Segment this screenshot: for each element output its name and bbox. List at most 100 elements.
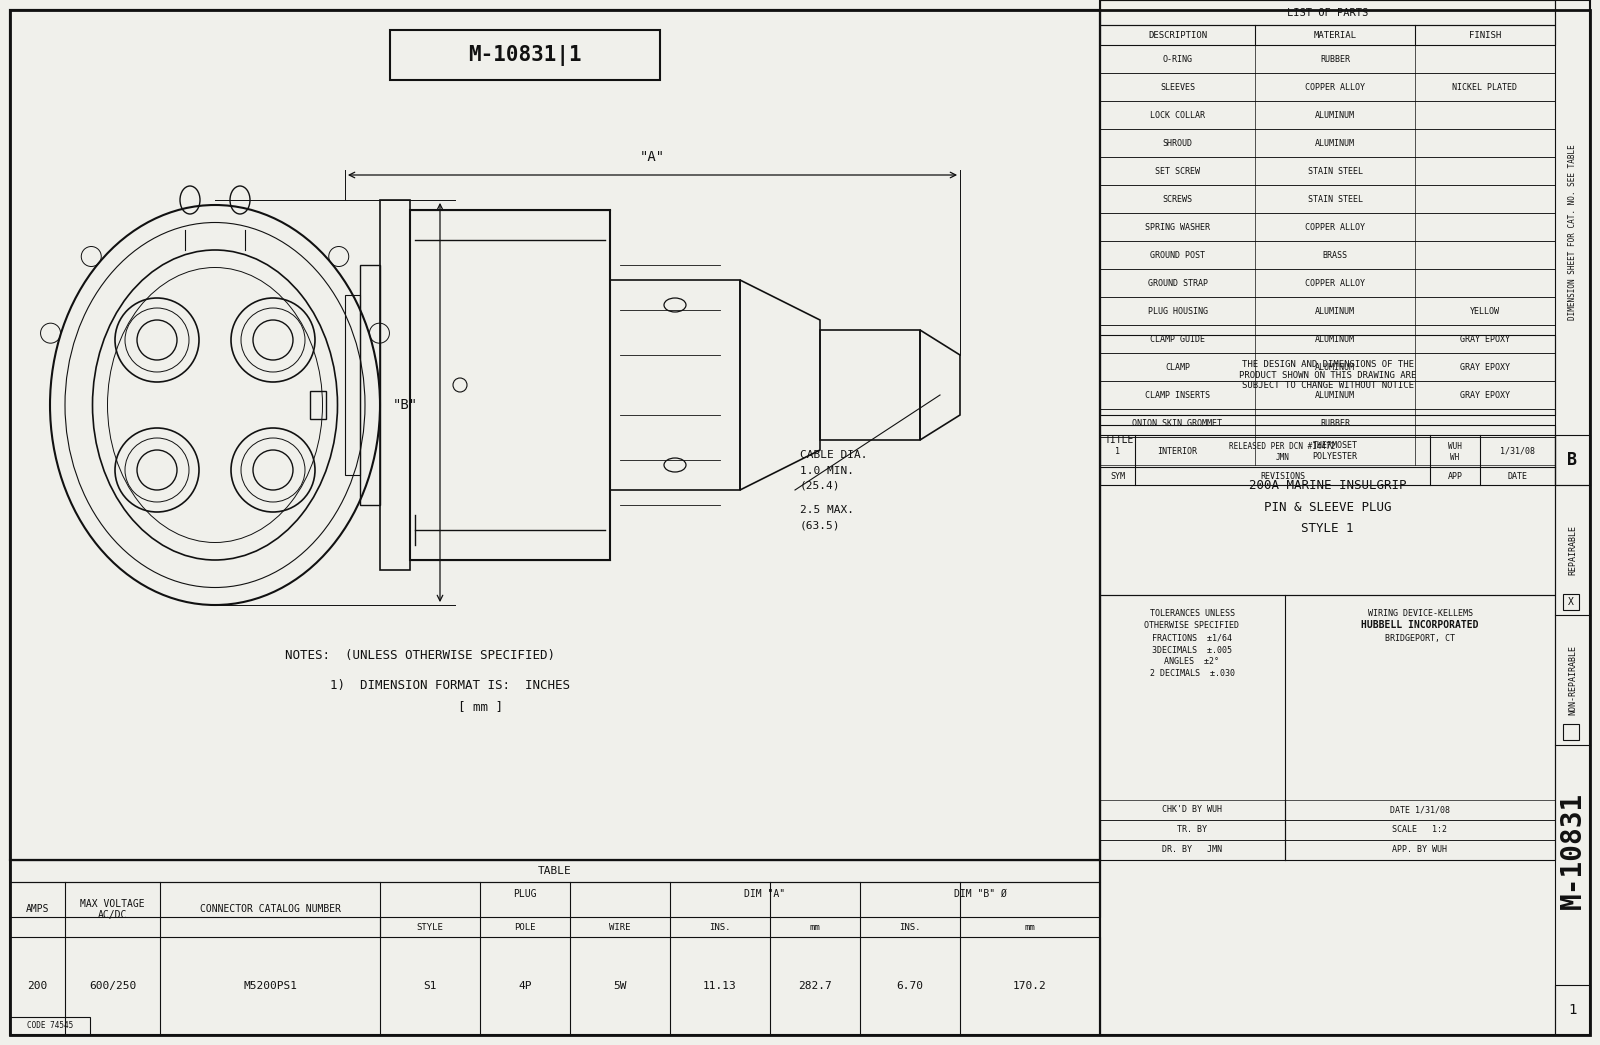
- Text: STYLE: STYLE: [416, 923, 443, 931]
- Text: ALUMINUM: ALUMINUM: [1315, 334, 1355, 344]
- Text: SET SCREW: SET SCREW: [1155, 166, 1200, 176]
- Text: GROUND POST: GROUND POST: [1150, 251, 1205, 259]
- Bar: [1101, 185, 1555, 213]
- Text: CLAMP GUIDE: CLAMP GUIDE: [1150, 334, 1205, 344]
- Bar: [10, 918, 1101, 937]
- Text: REPAIRABLE: REPAIRABLE: [1568, 525, 1578, 575]
- Bar: [10, 10, 1101, 860]
- Text: REVISIONS: REVISIONS: [1261, 471, 1306, 481]
- Text: 600/250: 600/250: [90, 981, 136, 991]
- Bar: [1101, 0, 1555, 25]
- Bar: [1101, 409, 1555, 437]
- Bar: [381, 882, 670, 918]
- Bar: [66, 882, 160, 937]
- Bar: [346, 295, 360, 475]
- Bar: [160, 882, 381, 937]
- Text: 2 DECIMALS  ±.030: 2 DECIMALS ±.030: [1149, 670, 1235, 678]
- Bar: [1101, 800, 1555, 820]
- Bar: [670, 882, 861, 918]
- Text: SCALE   1:2: SCALE 1:2: [1392, 826, 1448, 835]
- Text: COPPER ALLOY: COPPER ALLOY: [1306, 83, 1365, 92]
- Text: OTHERWISE SPECIFIED: OTHERWISE SPECIFIED: [1144, 621, 1240, 629]
- Text: AMPS: AMPS: [26, 905, 50, 914]
- Text: 1/31/08: 1/31/08: [1501, 446, 1534, 456]
- Text: 1.0 MIN.: 1.0 MIN.: [800, 466, 854, 477]
- Text: YELLOW: YELLOW: [1470, 306, 1501, 316]
- Text: ONION SKIN GROMMET: ONION SKIN GROMMET: [1133, 418, 1222, 427]
- Text: ALUMINUM: ALUMINUM: [1315, 111, 1355, 119]
- Text: M5200PS1: M5200PS1: [243, 981, 298, 991]
- Bar: [10, 860, 1101, 1035]
- Bar: [1101, 269, 1555, 297]
- Text: GRAY EPOXY: GRAY EPOXY: [1459, 334, 1510, 344]
- Text: CONNECTOR CATALOG NUMBER: CONNECTOR CATALOG NUMBER: [200, 905, 341, 914]
- Text: 200: 200: [27, 981, 48, 991]
- Text: TITLE: TITLE: [1106, 435, 1134, 445]
- Bar: [1101, 437, 1555, 465]
- Text: 170.2: 170.2: [1013, 981, 1046, 991]
- Text: NICKEL PLATED: NICKEL PLATED: [1453, 83, 1517, 92]
- Text: THERMOSET
POLYESTER: THERMOSET POLYESTER: [1312, 441, 1357, 461]
- Text: RUBBER: RUBBER: [1320, 418, 1350, 427]
- Text: SCREWS: SCREWS: [1163, 194, 1192, 204]
- Text: RELEASED PER DCN #14472: RELEASED PER DCN #14472: [1229, 442, 1336, 450]
- Bar: [1563, 724, 1579, 740]
- Text: PIN & SLEEVE PLUG: PIN & SLEEVE PLUG: [1264, 501, 1392, 513]
- Bar: [10, 882, 66, 937]
- Text: LIST OF PARTS: LIST OF PARTS: [1286, 7, 1368, 18]
- Bar: [1101, 213, 1555, 241]
- Bar: [1563, 594, 1579, 610]
- Text: PLUG: PLUG: [514, 889, 536, 900]
- Text: MAX VOLTAGE
AC/DC: MAX VOLTAGE AC/DC: [80, 899, 146, 921]
- Bar: [10, 882, 1101, 918]
- Bar: [1101, 335, 1555, 415]
- Bar: [1101, 25, 1555, 45]
- Text: CHK'D BY WUH: CHK'D BY WUH: [1162, 806, 1222, 814]
- Text: GRAY EPOXY: GRAY EPOXY: [1459, 391, 1510, 399]
- Text: ALUMINUM: ALUMINUM: [1315, 391, 1355, 399]
- Text: FINISH: FINISH: [1469, 30, 1501, 40]
- Text: STAIN STEEL: STAIN STEEL: [1307, 194, 1363, 204]
- Bar: [1101, 241, 1555, 269]
- Text: DESCRIPTION: DESCRIPTION: [1147, 30, 1206, 40]
- Bar: [1101, 840, 1555, 860]
- Bar: [1101, 353, 1555, 381]
- Text: TR. BY: TR. BY: [1178, 826, 1206, 835]
- Bar: [1101, 73, 1555, 101]
- Bar: [10, 860, 1101, 882]
- Text: "A": "A": [640, 150, 666, 164]
- Text: M-10831|1: M-10831|1: [469, 45, 582, 66]
- Text: 2.5 MAX.: 2.5 MAX.: [800, 505, 854, 515]
- Text: WIRE: WIRE: [610, 923, 630, 931]
- Text: GROUND STRAP: GROUND STRAP: [1147, 279, 1208, 287]
- Text: TOLERANCES UNLESS: TOLERANCES UNLESS: [1149, 608, 1235, 618]
- Text: ALUMINUM: ALUMINUM: [1315, 139, 1355, 147]
- Text: APP. BY WUH: APP. BY WUH: [1392, 845, 1448, 855]
- Text: COPPER ALLOY: COPPER ALLOY: [1306, 223, 1365, 232]
- Text: THE DESIGN AND DIMENSIONS OF THE
PRODUCT SHOWN ON THIS DRAWING ARE
SUBJECT TO CH: THE DESIGN AND DIMENSIONS OF THE PRODUCT…: [1238, 361, 1416, 390]
- Bar: [381, 200, 410, 570]
- Text: MATERIAL: MATERIAL: [1314, 30, 1357, 40]
- Bar: [360, 265, 381, 505]
- Text: B: B: [1568, 451, 1578, 469]
- Text: CLAMP INSERTS: CLAMP INSERTS: [1146, 391, 1210, 399]
- Text: DIM "B" Ø: DIM "B" Ø: [954, 889, 1006, 900]
- Text: WIRING DEVICE-KELLEMS: WIRING DEVICE-KELLEMS: [1368, 608, 1472, 618]
- Bar: [861, 882, 1101, 918]
- Bar: [1101, 129, 1555, 157]
- Text: STAIN STEEL: STAIN STEEL: [1307, 166, 1363, 176]
- Text: RUBBER: RUBBER: [1320, 54, 1350, 64]
- Text: JMN: JMN: [1275, 452, 1290, 462]
- Bar: [1101, 325, 1555, 353]
- Text: S1: S1: [424, 981, 437, 991]
- Text: INS.: INS.: [899, 923, 920, 931]
- Text: 5W: 5W: [613, 981, 627, 991]
- Bar: [1101, 595, 1555, 860]
- Bar: [1101, 0, 1590, 1035]
- Bar: [1555, 985, 1590, 1035]
- Bar: [819, 330, 920, 440]
- Text: LOCK COLLAR: LOCK COLLAR: [1150, 111, 1205, 119]
- Text: PLUG HOUSING: PLUG HOUSING: [1147, 306, 1208, 316]
- Bar: [1101, 45, 1555, 73]
- Bar: [1101, 101, 1555, 129]
